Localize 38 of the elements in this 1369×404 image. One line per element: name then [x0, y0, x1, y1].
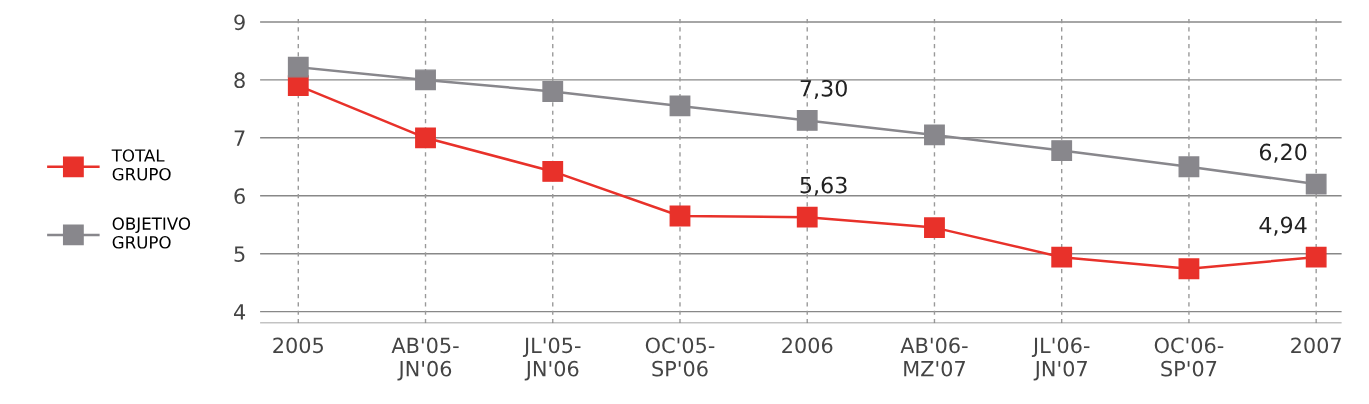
x-tick-label: 2005 [273, 337, 323, 354]
point [924, 124, 945, 146]
point [924, 217, 945, 239]
legend-label: TOTAL GRUPO [111, 149, 171, 181]
legend-label: OBJETIVO GRUPO [112, 217, 191, 249]
point [796, 206, 818, 228]
point [1051, 140, 1073, 161]
point [415, 127, 436, 149]
y-tick-label: 6 [234, 188, 245, 204]
x-tick-label: JL'06- JN'07 [1031, 337, 1090, 381]
point [1305, 246, 1327, 268]
data-label: 6,20 [1259, 143, 1307, 163]
point [542, 81, 564, 102]
point [1178, 258, 1200, 280]
x-tick-label: OC'05- SP'06 [645, 337, 715, 377]
x-tick-label: AB'06- MZ'07 [900, 337, 968, 377]
point [669, 205, 691, 227]
y-tick-label: 7 [234, 130, 245, 146]
point [542, 161, 564, 182]
point [796, 110, 818, 131]
y-tick-label: 5 [234, 246, 245, 262]
data-label: 7,30 [800, 79, 847, 99]
point [1178, 156, 1200, 178]
x-tick-label: OC'06- SP'07 [1154, 337, 1224, 377]
point [1051, 246, 1073, 268]
point [415, 69, 436, 91]
y-tick-label: 8 [234, 72, 245, 89]
point [1305, 173, 1327, 195]
x-tick-label: AB'05- JN'06 [391, 337, 459, 381]
data-label: 4,94 [1259, 216, 1307, 236]
y-tick-label: 9 [234, 14, 245, 31]
x-tick-label: JL'05- JN'06 [522, 337, 581, 381]
x-tick-label: 2007 [1291, 337, 1341, 354]
point [669, 95, 691, 117]
data-label: 5,63 [800, 176, 847, 196]
point [287, 56, 309, 78]
x-tick-label: 2006 [782, 337, 833, 354]
y-tick-label: 4 [233, 304, 246, 320]
